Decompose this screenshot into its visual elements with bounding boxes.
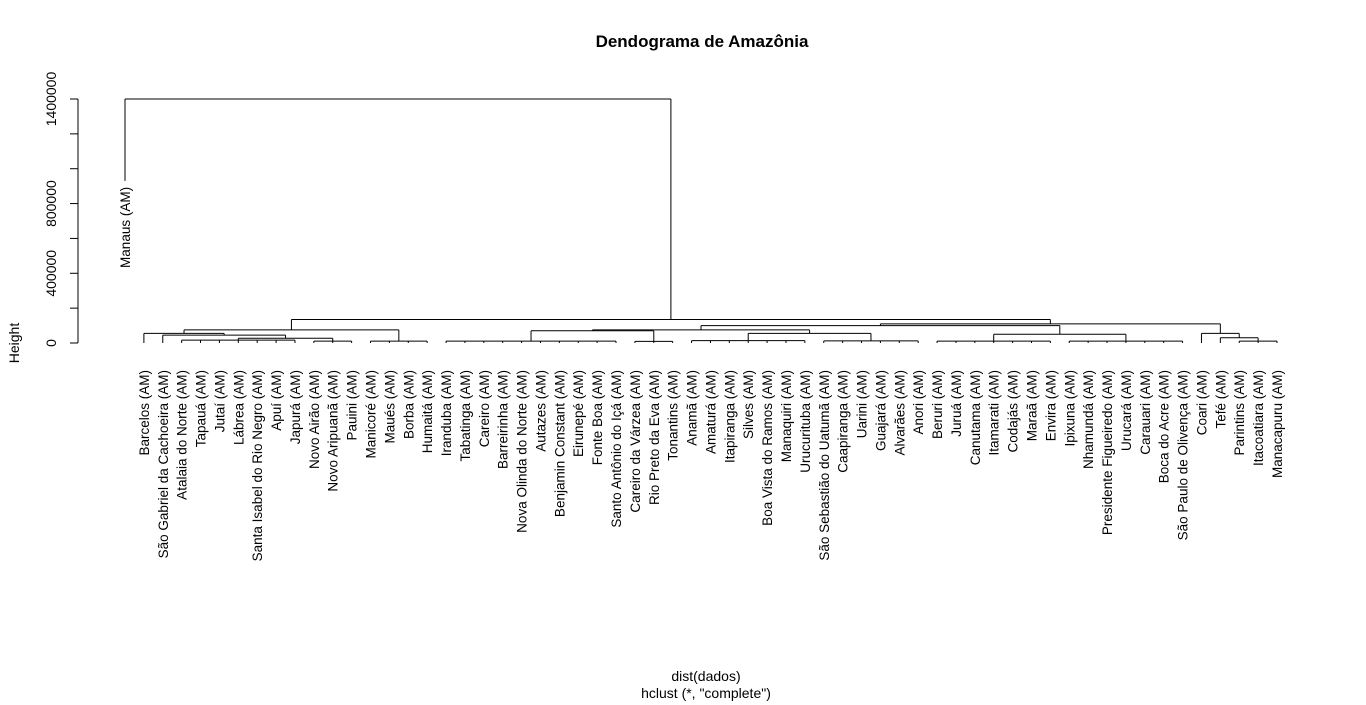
leaf-label: Boa Vista do Ramos (AM): [760, 370, 775, 526]
leaf-label: Pauini (AM): [345, 370, 360, 441]
leaf-label: Borba (AM): [401, 370, 416, 439]
y-axis-label: Height: [6, 323, 22, 364]
leaf-label: São Gabriel da Cachoeira (AM): [156, 370, 171, 558]
y-tick-label: 800000: [43, 180, 59, 227]
leaf-label: Manaquiri (AM): [779, 370, 794, 462]
leaf-label: Barreirinha (AM): [496, 370, 511, 469]
leaf-label: Benjamin Constant (AM): [552, 370, 567, 517]
leaf-label: São Paulo de Olivença (AM): [1176, 370, 1191, 540]
leaf-label: Itamarati (AM): [987, 370, 1002, 456]
leaf-label: Canutama (AM): [968, 370, 983, 465]
leaf-label: Uarini (AM): [855, 370, 870, 438]
leaf-label: Codajás (AM): [1006, 370, 1021, 453]
leaf-label: Coari (AM): [1194, 370, 1209, 435]
leaf-label: Urucará (AM): [1119, 370, 1134, 451]
leaf-label: Tefé (AM): [1213, 370, 1228, 429]
leaf-label: Iranduba (AM): [439, 370, 454, 456]
leaf-label: Amaturá (AM): [703, 370, 718, 454]
leaf-label: Careiro da Várzea (AM): [628, 370, 643, 513]
x-axis-label: dist(dados): [671, 668, 740, 684]
x-axis-subtitle: hclust (*, "complete"): [641, 685, 771, 701]
leaf-label: Barcelos (AM): [137, 370, 152, 456]
y-tick-label: 1400000: [43, 72, 59, 127]
leaf-label: Guajará (AM): [873, 370, 888, 451]
y-tick-label: 400000: [43, 250, 59, 297]
dendrogram-branches: [124, 98, 1278, 343]
leaf-label: Urucurituba (AM): [798, 370, 813, 473]
leaf-label: Maraã (AM): [1024, 370, 1039, 441]
leaf-label: Careiro (AM): [477, 370, 492, 447]
leaf-label: Santo Antônio do Içá (AM): [609, 370, 624, 528]
leaf-label: Nhamundá (AM): [1081, 370, 1096, 469]
leaf-label: Ipixuna (AM): [1062, 370, 1077, 447]
leaf-label: Itapiranga (AM): [722, 370, 737, 463]
leaf-label: Autazes (AM): [533, 370, 548, 452]
leaf-label: Tapauá (AM): [194, 370, 209, 447]
leaf-label: Lábrea (AM): [231, 370, 246, 445]
leaf-label: Apuí (AM): [269, 370, 284, 431]
leaf-label: Boca do Acre (AM): [1157, 370, 1172, 483]
leaf-label: Presidente Figueiredo (AM): [1100, 370, 1115, 535]
leaf-labels: Manaus (AM) Barcelos (AM) São Gabriel da C…: [118, 187, 1285, 561]
leaf-label: Santa Isabel do Rio Negro (AM): [250, 370, 265, 561]
leaf-label: Manacapuru (AM): [1270, 370, 1285, 478]
leaf-label: Carauari (AM): [1138, 370, 1153, 455]
leaf-label: Humaitá (AM): [420, 370, 435, 453]
leaf-label: Alvarães (AM): [892, 370, 907, 456]
leaf-label: Fonte Boa (AM): [590, 370, 605, 465]
leaf-label: Nova Olinda do Norte (AM): [515, 370, 530, 533]
leaf-label: Manaus (AM): [118, 187, 133, 268]
leaf-label: Tabatinga (AM): [458, 370, 473, 462]
leaf-label: Tonantins (AM): [666, 370, 681, 461]
leaf-label: Maués (AM): [382, 370, 397, 444]
leaf-label: Itacoatiara (AM): [1251, 370, 1266, 466]
leaf-label: Novo Airão (AM): [307, 370, 322, 469]
y-tick-label: 0: [43, 339, 59, 347]
leaf-label: Japurá (AM): [288, 370, 303, 444]
leaf-label: Anori (AM): [911, 370, 926, 435]
chart-title: Dendograma de Amazônia: [596, 32, 809, 51]
leaf-label: Anamã (AM): [685, 370, 700, 446]
y-axis: 0 400000 800000 1400000: [43, 72, 79, 347]
leaf-label: Juruá (AM): [949, 370, 964, 437]
leaf-label: Manicoré (AM): [364, 370, 379, 459]
leaf-label: Eirunepé (AM): [571, 370, 586, 457]
leaf-label: Beruri (AM): [930, 370, 945, 439]
leaf-label: Silves (AM): [741, 370, 756, 439]
leaf-label: Parintins (AM): [1232, 370, 1247, 456]
leaf-label: Rio Preto da Eva (AM): [647, 370, 662, 505]
leaf-label: Jutaí (AM): [212, 370, 227, 432]
leaf-label: São Sebastião do Uatumã (AM): [817, 370, 832, 561]
leaf-label: Caapiranga (AM): [836, 370, 851, 473]
leaf-label: Novo Aripuanã (AM): [326, 370, 341, 492]
leaf-label: Envira (AM): [1043, 370, 1058, 441]
leaf-label: Atalaia do Norte (AM): [175, 370, 190, 500]
